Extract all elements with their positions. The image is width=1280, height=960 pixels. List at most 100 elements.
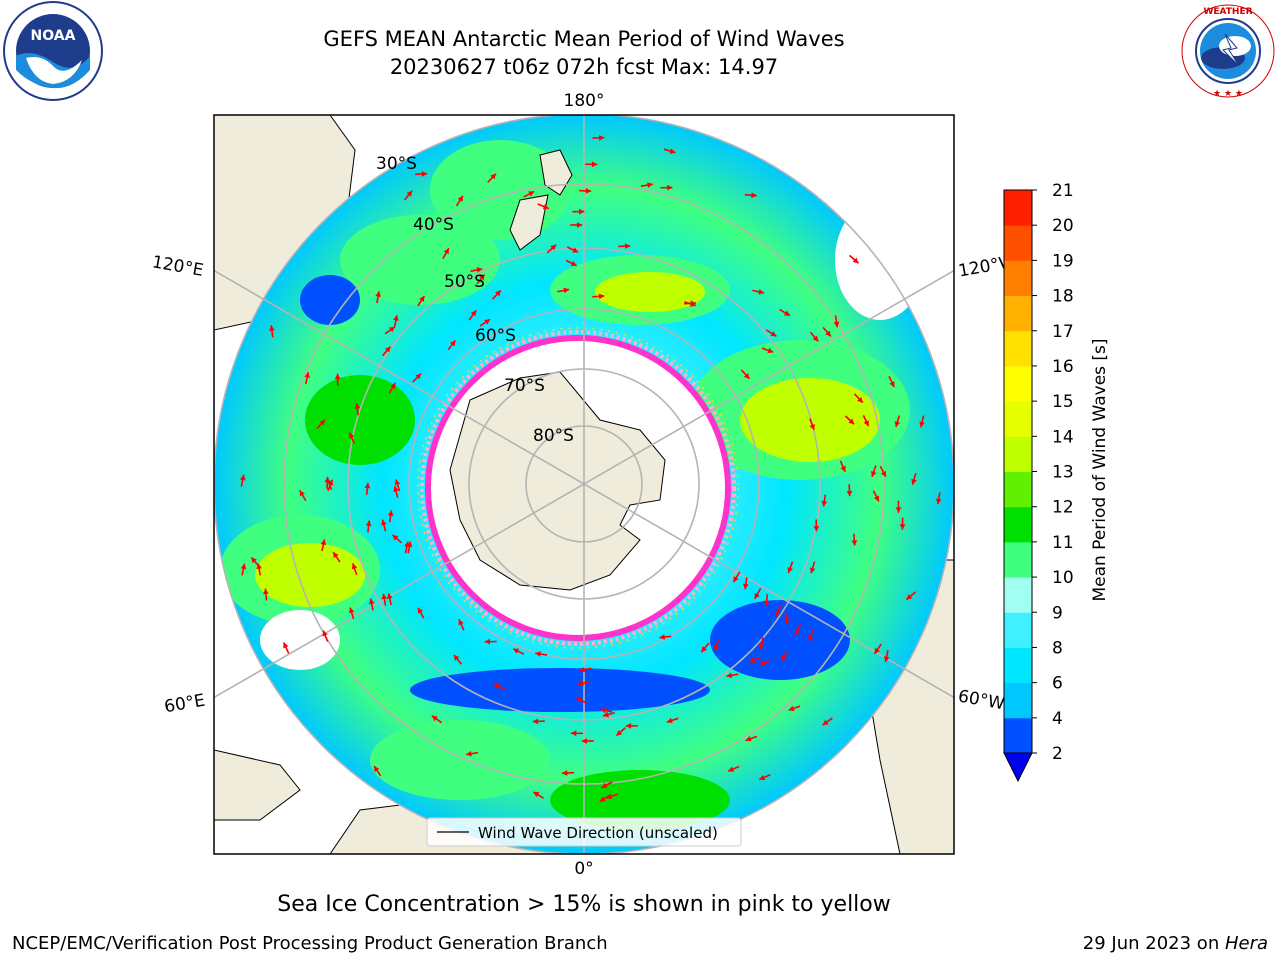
wind-wave-arrow: [561, 770, 575, 776]
wind-wave-arrow: [365, 520, 372, 533]
wind-wave-arrow: [727, 765, 740, 773]
wind-wave-arrow: [602, 711, 615, 718]
wind-wave-arrow: [839, 460, 846, 473]
wind-wave-arrow: [381, 519, 387, 532]
graticule: [214, 115, 954, 854]
wind-wave-arrow: [748, 656, 761, 663]
wind-wave-arrow: [403, 190, 413, 201]
wind-wave-arrow: [299, 489, 307, 502]
wind-wave-arrow: [883, 650, 890, 663]
wind-wave-arrow: [577, 680, 590, 686]
wind-wave-arrow: [269, 325, 275, 338]
colorbar-tick-label: 17: [1052, 322, 1074, 342]
wind-wave-arrow: [406, 541, 413, 554]
wind-wave-arrow: [833, 315, 840, 328]
wind-wave-arrow: [606, 793, 618, 800]
wind-wave-arrow: [659, 634, 672, 640]
map-legend: Wind Wave Direction (unscaled): [426, 817, 742, 847]
wind-wave-arrow: [905, 591, 917, 601]
wind-wave-arrow: [455, 195, 464, 207]
colorbar-tick-label: 16: [1052, 357, 1074, 377]
chart-subtitle: 20230627 t06z 072h fcst Max: 14.97: [389, 55, 779, 79]
wind-wave-arrow: [512, 648, 525, 655]
wind-wave-arrow: [532, 718, 545, 725]
wind-wave-arrow: [412, 373, 422, 383]
wind-wave-arrow: [240, 563, 247, 576]
wind-wave-arrow: [844, 415, 855, 425]
wind-wave-arrow: [381, 346, 392, 357]
wind-wave-arrow: [872, 490, 880, 502]
wind-wave-arrow: [393, 315, 399, 328]
wind-wave-arrow: [493, 683, 505, 690]
wind-wave-arrow: [537, 203, 550, 210]
wind-wave-arrow: [546, 244, 557, 254]
credit-text: NCEP/EMC/Verification Post Processing Pr…: [12, 933, 608, 954]
wind-wave-arrow: [466, 750, 479, 757]
wind-wave-arrow: [476, 274, 486, 285]
wind-wave-arrow: [239, 474, 246, 487]
wind-wave-arrow: [585, 161, 598, 168]
wind-wave-arrow: [794, 623, 802, 636]
wind-wave-arrow: [572, 208, 585, 215]
chart-title: GEFS MEAN Antarctic Mean Period of Wind …: [323, 27, 845, 51]
wind-wave-arrow: [851, 533, 858, 546]
nws-logo-icon: WEATHER ★ ★ ★: [1179, 2, 1277, 100]
colorbar-swatch: [1004, 717, 1032, 754]
wind-wave-arrow: [813, 519, 820, 532]
wind-wave-arrow: [740, 369, 751, 380]
wind-wave-arrow: [726, 672, 739, 679]
date-credit: 29 Jun 2023 on Hera: [1083, 933, 1268, 954]
colorbar-tick-label: 14: [1052, 427, 1074, 447]
wind-wave-arrow: [780, 650, 789, 662]
parallel-label-30s: 30°S: [376, 154, 417, 174]
wind-wave-arrow: [752, 288, 765, 295]
wind-wave-arrow: [316, 419, 326, 430]
wind-wave-arrow: [758, 637, 765, 650]
parallel-label-70s: 70°S: [504, 376, 545, 396]
wind-wave-arrow: [666, 717, 679, 724]
colorbar-tick-label: 13: [1052, 463, 1074, 483]
wind-wave-arrow: [808, 629, 814, 642]
wind-wave-arrow: [663, 148, 676, 154]
colorbar: 2 4 6 8 9 10 11 12 13 14 15 16 17 18 19 20 21: [1003, 181, 1074, 783]
wind-wave-arrow: [388, 382, 397, 394]
wind-wave-arrow: [809, 418, 815, 431]
map-frame: [213, 114, 955, 855]
wind-wave-arrow: [615, 727, 626, 737]
colorbar-swatch: [1004, 577, 1032, 613]
wind-wave-arrow: [895, 500, 902, 513]
wind-wave-arrow: [600, 707, 613, 714]
wind-wave-arrow: [368, 598, 375, 611]
colorbar-swatch: [1004, 436, 1032, 472]
colorbar-swatch: [1004, 471, 1032, 508]
wind-wave-arrow: [250, 556, 260, 567]
date-text: 29 Jun 2023 on: [1082, 933, 1225, 954]
colorbar-swatch: [1004, 682, 1032, 719]
wind-wave-arrow: [700, 642, 710, 653]
wind-wave-arrow: [742, 577, 749, 590]
wind-wave-arrow: [282, 642, 290, 654]
colorbar-tick-label: 21: [1052, 181, 1074, 201]
wind-wave-arrow: [431, 715, 443, 724]
wind-wave-arrow: [570, 222, 583, 228]
wind-wave-arrow: [386, 593, 393, 606]
noaa-logo-icon: NOAA: [3, 1, 103, 101]
wind-wave-arrow: [601, 781, 613, 789]
wind-wave-arrow: [873, 643, 882, 655]
wind-wave-arrow: [381, 593, 388, 606]
colorbar-swatch: [1004, 506, 1032, 543]
wind-wave-arrow: [415, 171, 428, 177]
wind-wave-arrow: [779, 308, 791, 317]
wind-wave-arrow: [894, 415, 901, 428]
wind-wave-arrow: [394, 479, 401, 492]
parallel-label-40s: 40°S: [413, 215, 454, 235]
legend-label: Wind Wave Direction (unscaled): [478, 824, 718, 842]
wind-wave-arrow: [387, 510, 394, 523]
wind-wave-arrow: [332, 551, 341, 563]
wind-wave-arrow: [899, 517, 906, 530]
colorbar-tick-label: 2: [1052, 744, 1063, 764]
wind-wave-arrow: [862, 415, 870, 427]
wind-wave-arrow: [763, 594, 770, 607]
wind-wave-arrow: [492, 289, 502, 300]
